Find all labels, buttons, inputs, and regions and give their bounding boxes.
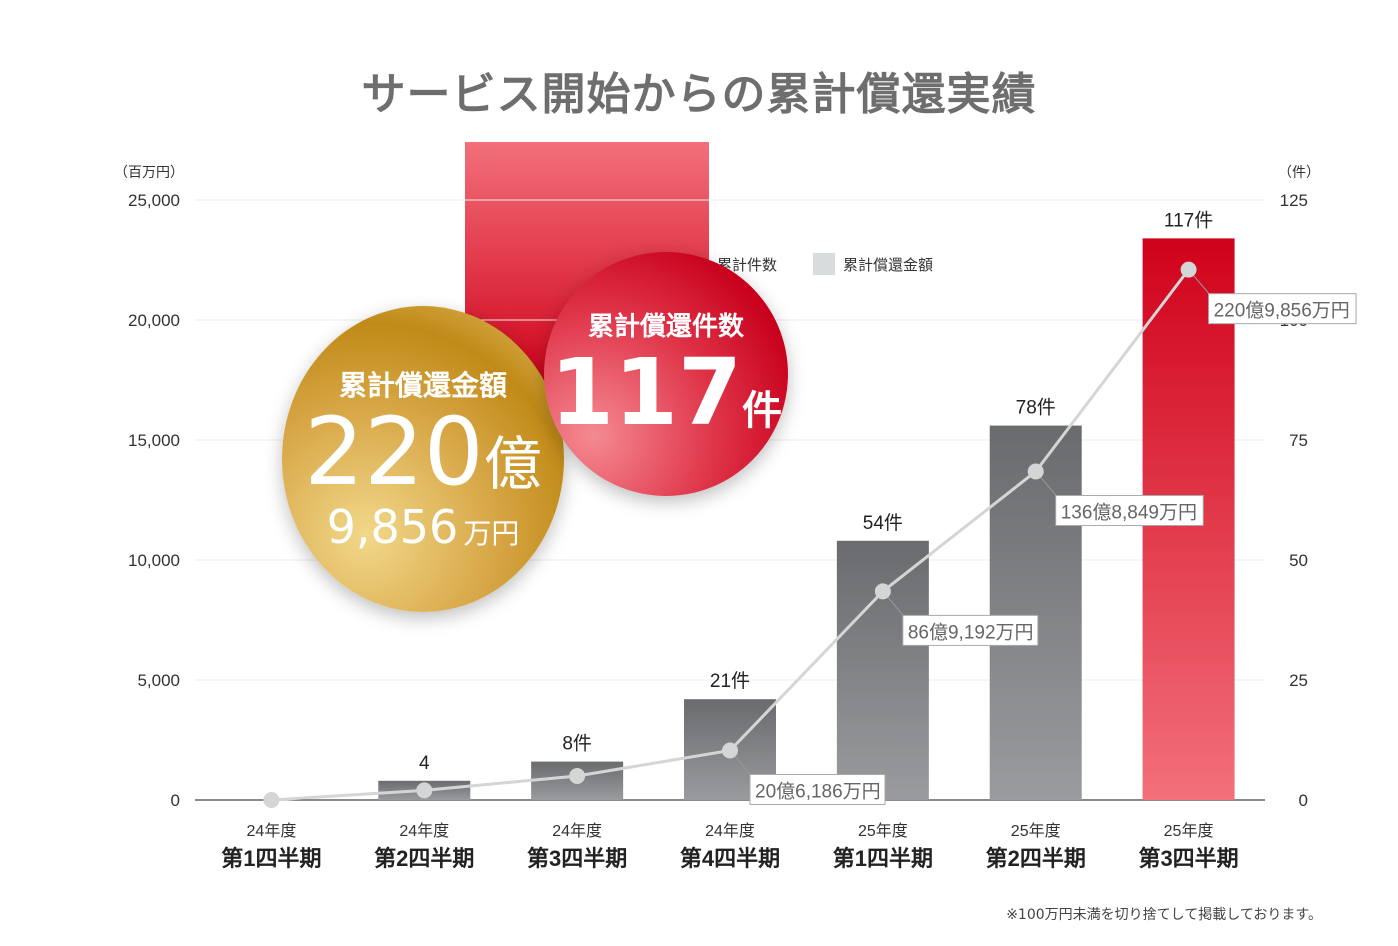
category-year-label: 24年度 xyxy=(247,822,297,840)
legend-swatch-amount xyxy=(813,253,835,275)
count-badge-label: 累計償還件数 xyxy=(587,312,744,342)
right-tick-label: 25 xyxy=(1289,671,1308,690)
amount-callout-box xyxy=(1208,293,1357,325)
amount-point xyxy=(263,792,280,808)
legend-label-amount: 累計償還金額 xyxy=(843,255,934,274)
category-quarter-label: 第4四半期 xyxy=(680,846,780,871)
count-bar xyxy=(836,540,929,800)
amount-callout-label: 220億9,856万円 xyxy=(1214,300,1350,322)
amount-badge-sub: 9,856 xyxy=(326,500,459,554)
category-quarter-label: 第3四半期 xyxy=(1138,846,1238,871)
chart-title: サービス開始からの累計償還実績 xyxy=(361,69,1037,120)
category-quarter-label: 第1四半期 xyxy=(221,846,321,871)
count-bar-label: 8件 xyxy=(562,733,592,755)
total-count-badge: 累計償還件数 117件 xyxy=(544,252,788,496)
right-tick-label: 75 xyxy=(1289,431,1308,450)
count-bar-label: 54件 xyxy=(863,512,903,534)
legend-item-amount: 累計償還金額 xyxy=(813,142,933,386)
category-year-label: 25年度 xyxy=(1011,822,1061,840)
amount-callout-box xyxy=(749,774,886,806)
category-year-label: 25年度 xyxy=(1164,822,1214,840)
count-bar-label: 78件 xyxy=(1016,397,1056,419)
count-badge-big-unit: 件 xyxy=(742,388,783,434)
amount-point xyxy=(416,782,433,799)
left-tick-label: 0 xyxy=(171,791,180,810)
category-year-label: 24年度 xyxy=(399,822,449,840)
left-tick-label: 20,000 xyxy=(128,311,180,330)
amount-badge-label: 累計償還金額 xyxy=(338,369,507,402)
category-quarter-label: 第2四半期 xyxy=(374,846,474,871)
left-axis-unit: （百万円） xyxy=(114,165,184,181)
amount-point xyxy=(1027,463,1044,480)
amount-badge-big: 220 xyxy=(304,398,484,507)
legend-label-count: 累計件数 xyxy=(716,255,777,274)
category-quarter-label: 第3四半期 xyxy=(527,846,627,871)
count-bar xyxy=(989,425,1082,800)
left-tick-label: 25,000 xyxy=(128,191,180,210)
right-tick-label: 0 xyxy=(1299,791,1308,810)
amount-badge-sub-unit: 万円 xyxy=(463,517,520,550)
category-quarter-label: 第1四半期 xyxy=(833,846,933,871)
category-year-label: 24年度 xyxy=(552,822,602,840)
left-tick-label: 10,000 xyxy=(128,551,180,570)
category-year-label: 25年度 xyxy=(858,822,908,840)
count-bar-label: 117件 xyxy=(1164,209,1213,231)
amount-point xyxy=(874,583,891,600)
amount-point xyxy=(1180,261,1197,278)
amount-callout-label: 20億6,186万円 xyxy=(755,781,881,803)
left-tick-label: 15,000 xyxy=(128,431,180,450)
left-tick-label: 5,000 xyxy=(137,671,180,690)
total-amount-badge: 累計償還金額 220億 9,856 万円 xyxy=(282,306,564,612)
amount-callout-box xyxy=(902,614,1039,646)
amount-point xyxy=(722,742,738,759)
amount-point xyxy=(569,768,586,784)
amount-badge-big-unit: 億 xyxy=(483,430,542,498)
count-bar-label: 4 xyxy=(419,753,430,774)
right-tick-label: 50 xyxy=(1289,551,1308,570)
footnote: ※100万円未満を切り捨てして掲載しております。 xyxy=(1006,907,1322,923)
count-bar-label: 21件 xyxy=(710,670,750,692)
right-axis-unit: （件） xyxy=(1278,165,1320,181)
right-tick-label: 125 xyxy=(1280,191,1308,210)
amount-callout-box xyxy=(1055,494,1204,526)
category-quarter-label: 第2四半期 xyxy=(986,846,1086,871)
category-year-label: 24年度 xyxy=(705,822,755,840)
count-badge-big: 117 xyxy=(549,339,743,446)
amount-callout-label: 136億8,849万円 xyxy=(1061,501,1197,523)
amount-callout-label: 86億9,192万円 xyxy=(908,621,1034,643)
